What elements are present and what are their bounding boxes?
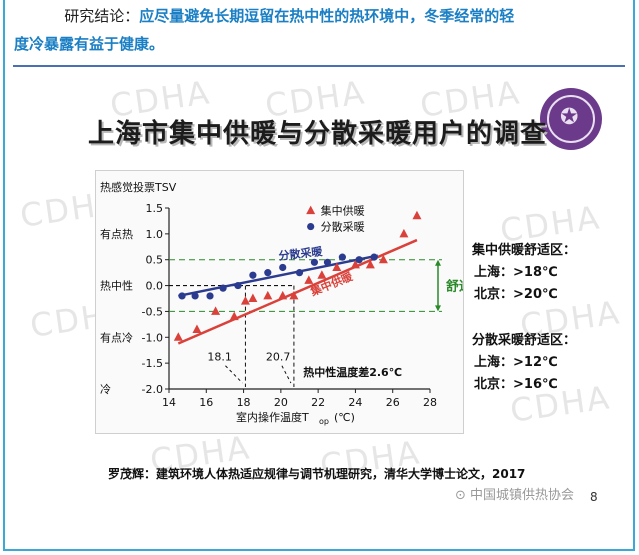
data-point-dispersed <box>264 269 272 277</box>
dispersed-comfort-beijing: 北京：>16℃ <box>474 377 558 392</box>
x-tick-label: 14 <box>162 396 176 409</box>
comfort-label: 舒适区 <box>446 279 463 295</box>
y-tick-label: -1.0 <box>142 331 163 344</box>
data-point-dispersed <box>191 292 199 300</box>
x-tick-label: 22 <box>311 396 325 409</box>
university-logo-ring <box>547 95 595 143</box>
data-point-central <box>289 290 299 300</box>
page-frame <box>3 0 635 551</box>
source-citation: 罗茂辉：建筑环境人体热适应规律与调节机理研究，清华大学博士论文，2017 <box>108 467 526 481</box>
central-comfort-title: 集中供暖舒适区： <box>472 243 577 258</box>
conclusion-lead: 研究结论： <box>64 7 140 25</box>
wechat-icon: ⊙ <box>455 488 471 503</box>
fit-line-label-dispersed: 分散采暖 <box>278 244 324 263</box>
data-point-dispersed <box>370 253 378 261</box>
legend-marker-central <box>306 205 316 215</box>
dispersed-comfort: 分散采暖舒适区： 上海：>12℃ 北京：>16℃ <box>472 330 576 396</box>
neutral-temp-label: 20.7 <box>266 351 291 364</box>
data-point-central <box>317 270 327 279</box>
data-point-central <box>365 259 375 269</box>
legend-label-central: 集中供暖 <box>321 204 365 218</box>
tsv-chart: -2.0 -1.5 -1.0 -0.5 0.0 0.5 1.0 1.5 14 16 18 20 22 24… <box>100 180 485 426</box>
data-point-dispersed <box>206 292 214 300</box>
data-point-dispersed <box>323 258 332 266</box>
neutral-pointer <box>281 365 292 384</box>
data-point-central <box>412 210 422 220</box>
dispersed-comfort-title: 分散采暖舒适区： <box>472 333 577 348</box>
comfort-arrow-down <box>435 305 441 312</box>
x-tick-label: 18 <box>237 396 251 409</box>
data-point-central <box>240 296 250 305</box>
x-axis-label-sub: op <box>319 417 329 426</box>
y-tick-label: 1.5 <box>146 202 164 215</box>
x-tick-label: 20 <box>274 396 288 409</box>
legend-marker-dispersed <box>307 222 315 231</box>
data-point-central <box>248 293 258 302</box>
central-comfort-shanghai: 上海：>18℃ <box>474 265 558 280</box>
conclusion-line1: 应尽量避免长期逗留在热中性的热环境中，冬季经常的轻 <box>139 7 515 25</box>
y-category-label: 热中性 <box>100 279 133 293</box>
dispersed-comfort-shanghai: 上海：>12℃ <box>474 355 558 370</box>
y-tick-label: -1.5 <box>142 357 163 370</box>
chart-panel: -2.0 -1.5 -1.0 -0.5 0.0 0.5 1.0 1.5 14 16 18 20 22 24… <box>95 170 485 434</box>
header-divider <box>13 65 625 67</box>
neutral-diff-label: 热中性温度差2.6℃ <box>303 365 402 379</box>
conclusion-text: 研究结论：应尽量避免长期逗留在热中性的热环境中，冬季经常的轻 度冷暴露有益于健康… <box>12 2 622 58</box>
data-point-central <box>173 332 183 341</box>
y-tick-label: 0.0 <box>146 280 164 293</box>
neutral-temp-label: 18.1 <box>207 351 232 364</box>
data-point-dispersed <box>310 258 319 266</box>
conclusion-line2: 度冷暴露有益于健康。 <box>14 35 165 53</box>
y-tick-label: 0.5 <box>146 254 164 267</box>
data-point-dispersed <box>219 284 227 292</box>
central-comfort-beijing: 北京：>20℃ <box>474 287 558 302</box>
fit-line-label-central: 集中供暖 <box>308 269 356 299</box>
data-point-dispersed <box>279 263 287 272</box>
y-tick-label: -2.0 <box>142 383 163 396</box>
data-point-central <box>332 262 342 271</box>
fit-line <box>178 254 379 298</box>
data-point-dispersed <box>234 281 242 290</box>
wechat-account: 中国城镇供热协会 <box>470 488 575 503</box>
data-point-central <box>399 228 409 238</box>
legend-label-dispersed: 分散采暖 <box>321 220 365 234</box>
x-tick-label: 24 <box>348 396 362 409</box>
data-point-central <box>378 254 388 264</box>
central-comfort: 集中供暖舒适区： 上海：>18℃ 北京：>20℃ <box>472 240 576 306</box>
data-point-central <box>192 324 202 334</box>
x-tick-label: 28 <box>423 396 437 409</box>
data-point-central <box>278 290 288 300</box>
y-category-label: 冷 <box>100 383 111 396</box>
y-category-label: 有点冷 <box>100 330 133 344</box>
y-tick-label: -0.5 <box>142 305 163 318</box>
x-tick-label: 26 <box>386 396 400 409</box>
x-axis-label-unit: (℃) <box>334 411 355 424</box>
data-point-dispersed <box>249 271 257 279</box>
data-point-dispersed <box>178 292 186 300</box>
neutral-pointer <box>225 365 243 384</box>
x-tick-label: 16 <box>199 396 213 409</box>
y-tick-label: 1.0 <box>146 228 164 241</box>
comfort-arrow-up <box>435 259 441 266</box>
data-point-central <box>304 275 314 284</box>
y-category-label: 有点热 <box>100 227 133 241</box>
star-icon: ✪ <box>560 105 579 130</box>
data-point-dispersed <box>355 256 363 264</box>
x-axis-label: 室内操作温度T <box>236 410 309 424</box>
data-point-central <box>263 290 273 300</box>
data-point-dispersed <box>338 253 346 261</box>
data-point-central <box>229 311 239 321</box>
slide-title: 上海市集中供暖与分散采暖用户的调查 <box>88 119 548 149</box>
data-point-central <box>211 306 221 315</box>
data-point-central <box>350 259 360 269</box>
page-number: 8 <box>590 490 598 504</box>
wechat-watermark: ⊙ 中国城镇供热协会 <box>455 484 574 503</box>
y-axis-label: 热感觉投票TSV <box>100 180 177 194</box>
data-point-dispersed <box>295 269 304 277</box>
